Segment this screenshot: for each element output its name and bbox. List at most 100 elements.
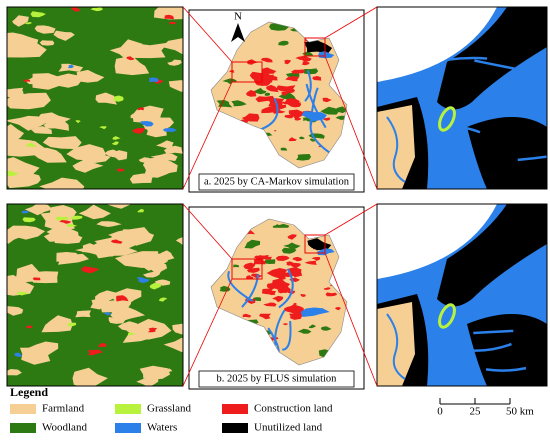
farmland-patch: [49, 205, 77, 218]
construction-patch: [284, 59, 292, 65]
inset-box: [231, 61, 263, 83]
river: [309, 87, 319, 125]
farmland-patch: [156, 10, 170, 16]
grassland-patch: [127, 332, 135, 336]
woodland-patch: [269, 22, 290, 31]
construction-patch: [164, 14, 174, 20]
grassland-patch: [112, 136, 121, 140]
legend-label: Farmland: [42, 403, 85, 415]
farmland-patch: [126, 318, 172, 340]
woodland-patch: [272, 224, 281, 228]
construction-patch: [266, 84, 279, 93]
panel-caption: b. 2025 by FLUS simulation: [217, 373, 338, 384]
grassland-patch: [26, 142, 37, 147]
farmland-patch: [167, 59, 182, 66]
scale-label: 0: [437, 406, 443, 418]
construction-patch: [291, 69, 306, 74]
construction-patch: [87, 349, 103, 356]
channel: [473, 329, 514, 335]
construction-patch: [246, 90, 257, 97]
farmland-patch: [7, 306, 24, 316]
woodland-patch: [232, 264, 240, 268]
woodland-patch: [301, 68, 319, 75]
grassland-patch: [22, 217, 36, 223]
farmland-patch: [75, 242, 113, 257]
water-patch: [67, 64, 74, 69]
grassland-patch: [99, 126, 107, 130]
channel: [452, 114, 493, 120]
grassland-patch: [30, 11, 46, 18]
construction-patch: [242, 313, 252, 318]
scale-label: 50 km: [506, 406, 534, 418]
channel: [520, 100, 547, 105]
unutilized-area: [467, 117, 547, 189]
legend-swatch: [222, 404, 248, 414]
caption-box: [198, 370, 355, 388]
farmland-patch: [130, 112, 142, 119]
construction-patch: [293, 302, 298, 306]
woodland-patch: [264, 259, 276, 264]
farmland-patch: [76, 69, 105, 83]
construction-patch: [282, 323, 289, 326]
construction-patch: [110, 239, 123, 244]
inset-box: [231, 258, 263, 280]
woodland-patch: [222, 78, 238, 85]
woodland-patch: [231, 100, 247, 107]
construction-patch: [275, 255, 290, 261]
farmland-patch: [32, 147, 67, 163]
farmland-patch: [46, 224, 79, 241]
channel: [469, 294, 511, 306]
region-outline: [210, 21, 348, 169]
farmland-patch: [7, 225, 46, 240]
zoom-connector: [324, 203, 378, 236]
construction-patch: [266, 268, 288, 279]
farmland-patch: [7, 171, 41, 189]
panel-frame: [6, 203, 184, 387]
legend-label: Grassland: [147, 403, 191, 415]
water-patch: [316, 248, 335, 256]
legend-swatch: [115, 423, 141, 433]
woodland-patch: [335, 115, 347, 120]
panel-frame: [6, 6, 184, 190]
farmland-patch: [138, 157, 151, 163]
water-patch: [21, 210, 29, 214]
water-patch: [148, 77, 159, 83]
water-patch: [136, 277, 150, 283]
woodland-patch: [320, 106, 340, 115]
farmland-patch: [42, 136, 82, 150]
farmland-patch: [158, 250, 175, 261]
construction-patch: [300, 294, 306, 297]
construction-patch: [322, 117, 331, 121]
construction-patch: [126, 56, 135, 61]
river: [386, 313, 406, 380]
farmland-patch: [156, 368, 173, 375]
construction-patch: [59, 220, 72, 224]
construction-patch: [251, 273, 263, 279]
farmland-patch: [142, 271, 161, 278]
grassland-patch: [24, 22, 32, 25]
construction-patch: [293, 116, 302, 121]
farmland-patch: [7, 124, 25, 145]
construction-patch: [287, 234, 297, 240]
construction-patch: [271, 278, 291, 290]
construction-patch: [246, 230, 255, 235]
construction-patch: [116, 295, 129, 302]
construction-patch: [288, 137, 297, 142]
woodland-patch: [299, 136, 305, 140]
grassland-patch: [67, 322, 77, 327]
channel: [439, 124, 481, 134]
construction-patch: [71, 7, 80, 12]
woodland-patch: [308, 324, 316, 329]
farmland-patch: [163, 337, 183, 352]
farmland-patch: [39, 177, 85, 189]
woodland-patch: [309, 138, 317, 142]
farmland-patch: [129, 253, 168, 271]
construction-patch: [243, 262, 256, 270]
construction-patch: [262, 288, 274, 295]
farmland-patch: [161, 38, 183, 55]
woodland-patch: [333, 106, 347, 114]
farmland-patch: [168, 80, 183, 92]
north-label: N: [234, 11, 242, 23]
construction-patch: [167, 21, 177, 25]
woodland-patch: [253, 87, 267, 95]
